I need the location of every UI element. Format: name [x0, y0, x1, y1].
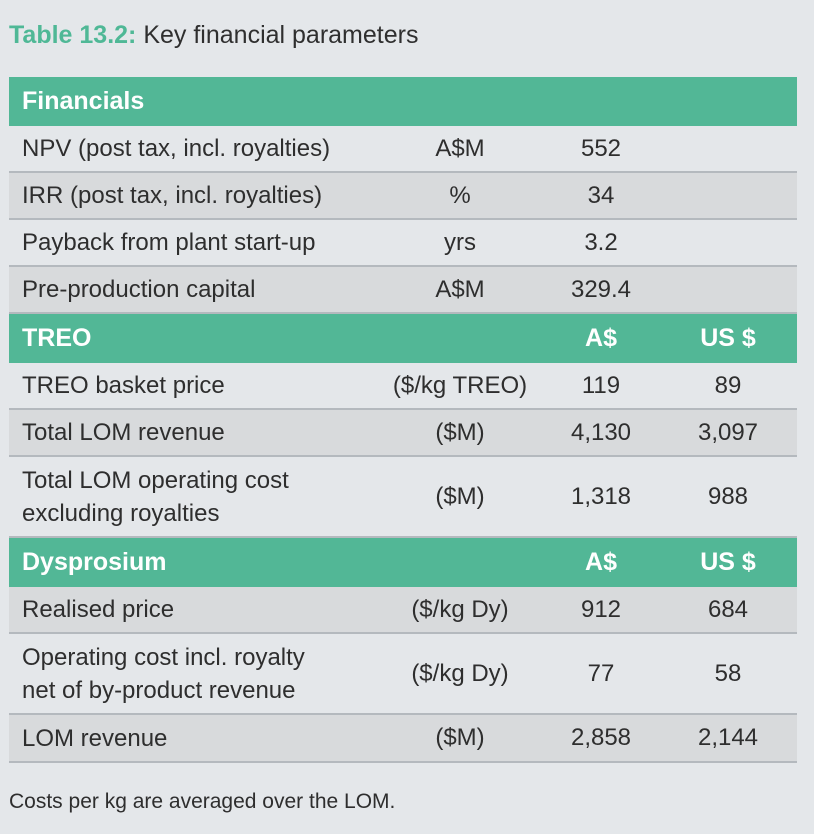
row-unit: ($/kg Dy)	[371, 633, 549, 715]
row-value-b	[659, 266, 797, 314]
table-row: IRR (post tax, incl. royalties) % 34	[9, 172, 797, 220]
row-value-a: 329.4	[549, 266, 659, 314]
row-value-a: 3.2	[549, 219, 659, 267]
section-header-col4: US $	[659, 313, 797, 363]
row-label: Pre-production capital	[9, 266, 371, 314]
table-row: NPV (post tax, incl. royalties) A$M 552	[9, 126, 797, 173]
row-label: LOM revenue	[9, 714, 371, 763]
row-unit: ($M)	[371, 456, 549, 538]
section-header-col3: A$	[549, 537, 659, 587]
row-value-b	[659, 219, 797, 267]
section-header-unit	[371, 77, 549, 126]
row-value-b: 89	[659, 363, 797, 410]
row-value-a: 34	[549, 172, 659, 220]
caption-number: Table 13.2:	[9, 21, 137, 49]
row-label: NPV (post tax, incl. royalties)	[9, 126, 371, 173]
row-label: Payback from plant start-up	[9, 219, 371, 267]
table-row: LOM revenue ($M) 2,858 2,144	[9, 714, 797, 763]
row-value-b: 3,097	[659, 409, 797, 457]
row-label: Total LOM revenue	[9, 409, 371, 457]
section-header-col4	[659, 77, 797, 126]
section-header-label: TREO	[9, 313, 371, 363]
row-value-a: 552	[549, 126, 659, 173]
section-header-dysprosium: Dysprosium A$ US $	[9, 537, 797, 587]
row-unit: ($M)	[371, 409, 549, 457]
row-value-a: 912	[549, 587, 659, 634]
table-caption: Table 13.2: Key financial parameters	[9, 18, 418, 52]
row-unit: ($/kg Dy)	[371, 587, 549, 634]
row-unit: yrs	[371, 219, 549, 267]
section-header-unit	[371, 313, 549, 363]
row-unit: A$M	[371, 126, 549, 173]
row-label-line2: net of by-product revenue	[22, 676, 296, 704]
row-label: Operating cost incl. royalty net of by-p…	[9, 633, 371, 715]
table-footnote: Costs per kg are averaged over the LOM.	[9, 790, 396, 813]
table-row: Realised price ($/kg Dy) 912 684	[9, 587, 797, 634]
row-value-b	[659, 172, 797, 220]
table-row: Total LOM revenue ($M) 4,130 3,097	[9, 409, 797, 457]
row-label: TREO basket price	[9, 363, 371, 410]
caption-title: Key financial parameters	[143, 21, 419, 49]
row-value-a: 1,318	[549, 456, 659, 538]
row-unit: ($/kg TREO)	[371, 363, 549, 410]
row-unit: ($M)	[371, 714, 549, 763]
row-value-a: 119	[549, 363, 659, 410]
row-value-b: 58	[659, 633, 797, 715]
table-row: TREO basket price ($/kg TREO) 119 89	[9, 363, 797, 410]
section-header-col3: A$	[549, 313, 659, 363]
section-header-unit	[371, 537, 549, 587]
table-row: Pre-production capital A$M 329.4	[9, 266, 797, 314]
row-value-a: 2,858	[549, 714, 659, 763]
row-value-a: 77	[549, 633, 659, 715]
row-value-b: 684	[659, 587, 797, 634]
section-header-col3	[549, 77, 659, 126]
row-label: Realised price	[9, 587, 371, 634]
row-label: Total LOM operating cost excluding royal…	[9, 456, 371, 538]
row-value-a: 4,130	[549, 409, 659, 457]
row-value-b	[659, 126, 797, 173]
section-header-financials: Financials	[9, 77, 797, 126]
table-row: Total LOM operating cost excluding royal…	[9, 456, 797, 538]
table-row: Payback from plant start-up yrs 3.2	[9, 219, 797, 267]
row-value-b: 988	[659, 456, 797, 538]
row-unit: A$M	[371, 266, 549, 314]
section-header-label: Dysprosium	[9, 537, 371, 587]
row-label-line2: excluding royalties	[22, 499, 220, 527]
section-header-col4: US $	[659, 537, 797, 587]
row-label-line1: Operating cost incl. royalty	[22, 643, 305, 671]
section-header-label: Financials	[9, 77, 371, 126]
row-label-line1: Total LOM operating cost	[22, 466, 289, 494]
section-header-treo: TREO A$ US $	[9, 313, 797, 363]
row-unit: %	[371, 172, 549, 220]
financial-parameters-table: Financials NPV (post tax, incl. royaltie…	[9, 77, 797, 763]
table-row: Operating cost incl. royalty net of by-p…	[9, 633, 797, 715]
row-value-b: 2,144	[659, 714, 797, 763]
row-label: IRR (post tax, incl. royalties)	[9, 172, 371, 220]
